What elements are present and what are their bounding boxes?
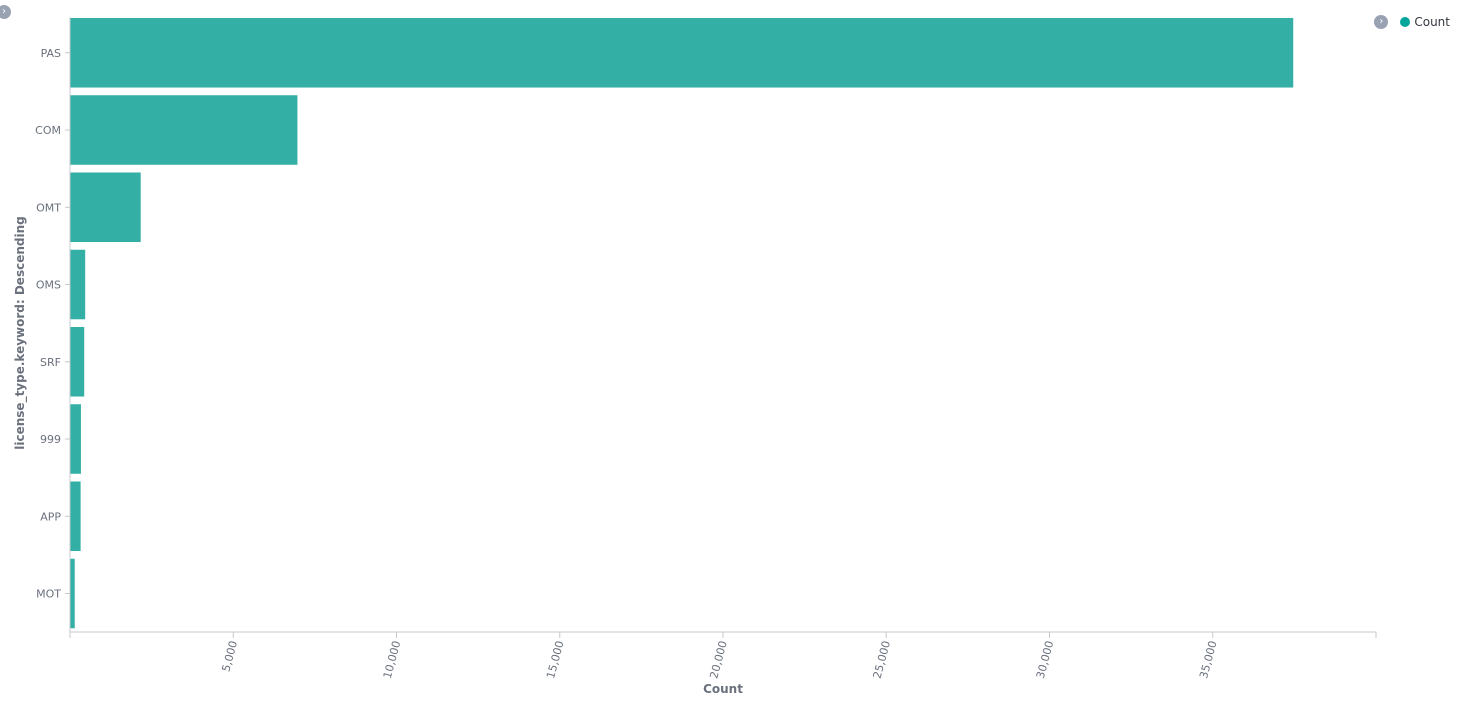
bar-999[interactable] — [70, 404, 81, 474]
x-tick-label: 10,000 — [381, 639, 404, 680]
bar-omt[interactable] — [70, 172, 141, 243]
y-tick-label: PAS — [41, 47, 61, 60]
bar-pas[interactable] — [70, 18, 1294, 88]
bar-com[interactable] — [70, 95, 298, 165]
y-axis-ticks: PAS COM OMT OMS SRF 999 APP MOT — [35, 47, 70, 601]
y-tick-label: OMS — [36, 279, 61, 292]
y-axis-title: license_type.keyword: Descending — [13, 216, 28, 449]
bar-oms[interactable] — [70, 249, 86, 320]
bar-srf[interactable] — [70, 327, 85, 397]
bar-app[interactable] — [70, 481, 81, 552]
legend-toggle-icon[interactable]: › — [1374, 15, 1389, 29]
legend-label: Count — [1414, 15, 1450, 29]
x-tick-label: 5,000 — [219, 639, 240, 673]
y-tick-label: 999 — [40, 433, 61, 446]
x-tick-label: 20,000 — [707, 639, 730, 680]
legend-color-dot — [1400, 17, 1411, 27]
y-tick-label: MOT — [36, 588, 61, 601]
bar-mot[interactable] — [70, 558, 75, 629]
x-tick-label: 15,000 — [544, 639, 567, 680]
x-tick-label: 35,000 — [1197, 639, 1220, 680]
x-tick-label: 25,000 — [871, 639, 894, 680]
legend: › Count — [1374, 15, 1450, 29]
y-tick-label: COM — [35, 124, 61, 137]
x-axis-ticks: 5,000 10,000 15,000 20,000 25,000 30,000 35,00… — [69, 632, 1377, 680]
y-tick-label: SRF — [40, 356, 61, 369]
legend-item-count[interactable]: Count — [1400, 15, 1450, 29]
x-axis-title: Count — [703, 682, 743, 696]
bars-group — [70, 18, 1294, 629]
collapse-toggle-icon[interactable]: › — [0, 5, 11, 19]
y-tick-label: APP — [40, 510, 61, 523]
y-tick-label: OMT — [36, 201, 61, 214]
x-tick-label: 30,000 — [1034, 639, 1057, 680]
